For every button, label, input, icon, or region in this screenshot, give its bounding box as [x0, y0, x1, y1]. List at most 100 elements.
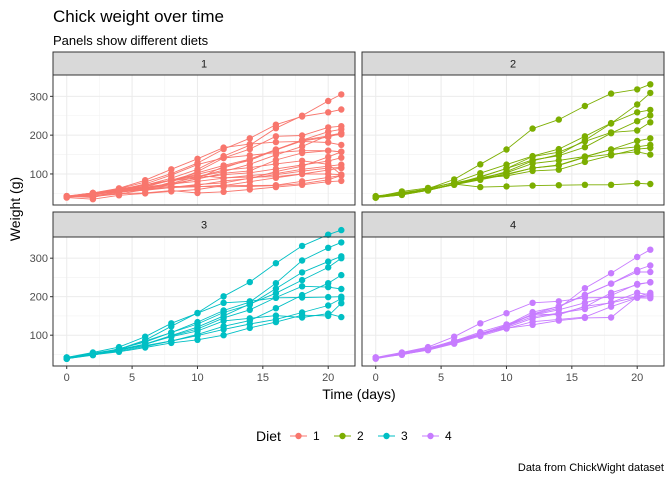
data-point [424, 186, 432, 194]
data-point [220, 152, 227, 160]
data-point [634, 280, 641, 288]
data-point [372, 354, 379, 362]
data-point [298, 137, 306, 145]
data-point [272, 183, 280, 191]
data-point [325, 258, 332, 265]
data-point [325, 153, 332, 161]
data-point [555, 316, 562, 323]
data-point [634, 137, 641, 145]
data-point [220, 332, 227, 339]
series-line [375, 281, 651, 359]
series-line [66, 298, 342, 358]
x-tick-label: 0 [64, 372, 70, 384]
data-point [298, 269, 306, 276]
data-point [581, 313, 589, 321]
data-point [338, 313, 345, 321]
data-point [298, 132, 306, 139]
series-line [66, 302, 342, 360]
data-point [338, 255, 345, 262]
data-point [555, 151, 562, 158]
series-1 [63, 164, 345, 201]
panel-border [52, 74, 356, 206]
x-tick-label: 20 [631, 372, 643, 384]
legend: Diet 1 2 3 4 [256, 428, 452, 444]
data-point [581, 154, 589, 161]
series-line [66, 296, 342, 358]
data-point [503, 146, 510, 153]
data-point [325, 244, 332, 251]
data-point [298, 283, 306, 290]
series-line [66, 164, 342, 198]
data-point [194, 166, 201, 173]
data-point [647, 180, 654, 188]
x-tick-label: 5 [438, 372, 444, 384]
data-point [194, 318, 201, 326]
data-point [647, 89, 654, 97]
y-tick-label: 300 [30, 253, 48, 265]
data-point [338, 106, 345, 113]
data-point [142, 187, 149, 194]
x-tick-label: 5 [129, 372, 135, 384]
data-point [634, 148, 641, 155]
data-point [272, 121, 280, 128]
data-point [451, 338, 458, 345]
y-tick-label: 300 [30, 91, 48, 103]
x-tick-label: 15 [566, 372, 578, 384]
data-point [246, 320, 253, 328]
data-point [398, 190, 406, 198]
data-point [325, 283, 332, 291]
data-point [325, 109, 332, 116]
facet-strip [361, 211, 665, 238]
data-point [325, 178, 332, 185]
series-line [375, 121, 651, 199]
data-point [634, 86, 641, 93]
data-point [647, 246, 654, 253]
data-point [647, 106, 654, 114]
data-point [194, 323, 201, 331]
data-point [325, 264, 332, 271]
data-point [272, 138, 280, 146]
data-point [607, 146, 615, 153]
data-point [272, 294, 280, 301]
series-line [375, 296, 651, 358]
data-point [398, 349, 406, 357]
data-point [272, 171, 280, 178]
series-line [375, 151, 651, 197]
data-point [555, 303, 562, 310]
data-point [272, 146, 280, 154]
data-point [634, 143, 641, 150]
data-point [424, 344, 432, 352]
data-point [298, 294, 306, 301]
data-point [607, 280, 615, 287]
panel-background [362, 75, 664, 205]
legend-entry: 4 [422, 429, 452, 443]
data-point [338, 226, 345, 234]
legend-label: 4 [445, 429, 452, 443]
data-point [220, 179, 227, 187]
data-point [529, 164, 536, 172]
legend-entry: 3 [378, 429, 408, 443]
data-point [581, 158, 589, 166]
data-point [555, 116, 562, 123]
data-point [647, 135, 654, 142]
legend-label: 1 [313, 429, 320, 443]
data-point [220, 299, 227, 306]
panel-border [361, 74, 665, 206]
data-point [581, 305, 589, 313]
legend-key-point [383, 432, 390, 440]
data-point [246, 135, 253, 142]
data-point [503, 310, 510, 317]
legend-key-point [339, 432, 346, 440]
data-point [634, 118, 641, 125]
data-point [555, 182, 562, 189]
data-point [647, 81, 654, 88]
facet-panel: 4 0 5 10 15 20 [361, 211, 665, 384]
data-point [581, 291, 589, 298]
data-point [647, 112, 654, 119]
x-tick-label: 0 [373, 372, 379, 384]
chart-title: Chick weight over time [53, 7, 224, 26]
data-point [325, 164, 332, 172]
facet-panel: 3 100 200 300 0 5 10 15 20 [30, 211, 356, 384]
data-point [142, 333, 149, 340]
data-point [338, 123, 345, 130]
